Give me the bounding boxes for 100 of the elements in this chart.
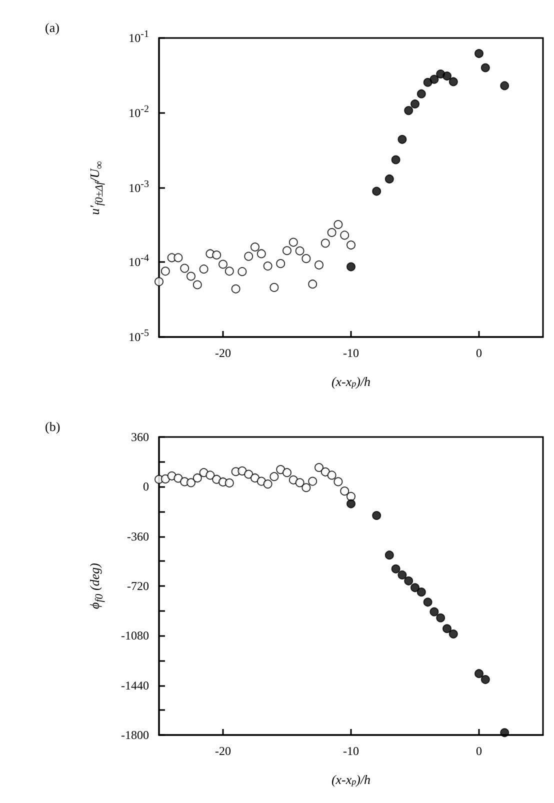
- point: [474, 49, 484, 58]
- point: [192, 473, 202, 482]
- point: [410, 99, 420, 108]
- x-tick-label: -20: [215, 744, 231, 758]
- point: [404, 576, 414, 586]
- point: [314, 462, 324, 472]
- point: [224, 478, 234, 488]
- point: [340, 230, 350, 240]
- point: [340, 486, 350, 496]
- x-tick-label: 0: [476, 346, 482, 360]
- x-tick-label: 0: [476, 744, 482, 758]
- point: [308, 476, 318, 486]
- y-tick-label: 360: [131, 430, 149, 444]
- point: [384, 550, 394, 560]
- point: [423, 598, 432, 607]
- y-tick-label: -1800: [121, 728, 149, 742]
- point: [206, 470, 215, 480]
- point: [154, 277, 164, 286]
- point: [250, 473, 260, 482]
- y-tick-label: -1080: [121, 628, 149, 643]
- x-tick-label: -10: [343, 744, 359, 758]
- point: [302, 254, 311, 264]
- point: [404, 106, 414, 116]
- point: [218, 260, 228, 269]
- point: [238, 267, 247, 276]
- point: [327, 228, 336, 237]
- point: [436, 613, 446, 622]
- point: [372, 511, 382, 520]
- text: (a): [45, 20, 60, 35]
- point: [346, 240, 356, 250]
- x-tick-label: -20: [215, 346, 231, 360]
- point: [442, 72, 452, 81]
- point: [372, 186, 382, 196]
- point: [244, 470, 254, 479]
- point: [276, 465, 286, 474]
- point: [474, 669, 484, 678]
- point: [295, 478, 304, 488]
- point: [186, 478, 196, 488]
- point: [448, 77, 458, 86]
- point: [282, 468, 292, 478]
- point: [231, 284, 240, 294]
- point: [416, 588, 426, 597]
- point: [276, 259, 286, 268]
- point: [346, 492, 356, 501]
- x-tick-label: -10: [343, 346, 359, 360]
- y-tick-label: 10$^{-1}$: [128, 29, 149, 47]
- point: [391, 155, 400, 164]
- text: (b): [45, 419, 60, 434]
- y-tick-label: 10$^{-5}$: [128, 328, 149, 346]
- y-tick-label: -720: [127, 579, 149, 593]
- point: [410, 583, 420, 592]
- point: [480, 63, 490, 72]
- point: [391, 564, 400, 574]
- point: [250, 242, 260, 252]
- point: [212, 250, 222, 260]
- point: [416, 89, 426, 98]
- point: [314, 260, 324, 270]
- y-tick-label: -360: [127, 529, 149, 544]
- point: [334, 477, 343, 486]
- point: [224, 266, 234, 276]
- point: [302, 483, 311, 492]
- point: [327, 470, 336, 480]
- y-tick-label: 0: [143, 480, 149, 494]
- point: [500, 728, 510, 738]
- x-axis-title: (x-xp)/h: [331, 772, 371, 787]
- y-tick-label: 10$^{-3}$: [128, 178, 149, 196]
- point: [398, 134, 407, 144]
- point: [160, 266, 170, 276]
- point: [480, 675, 490, 684]
- point: [244, 252, 254, 261]
- point: [398, 570, 407, 580]
- x-axis-title: (x-xp)/h: [331, 374, 371, 389]
- point: [430, 74, 439, 84]
- y-tick-label: 10$^{-4}$: [128, 253, 149, 272]
- point: [430, 607, 439, 616]
- point: [448, 630, 458, 639]
- point: [174, 474, 183, 483]
- point: [320, 238, 330, 248]
- point: [199, 264, 208, 274]
- y-tick-label: -1440: [121, 678, 149, 692]
- point: [308, 280, 318, 289]
- point: [238, 466, 247, 476]
- point: [270, 472, 279, 482]
- point: [288, 238, 298, 247]
- point: [180, 264, 190, 273]
- point: [423, 78, 432, 87]
- point: [270, 282, 279, 292]
- point: [263, 262, 272, 271]
- point: [256, 249, 266, 258]
- point: [320, 467, 330, 476]
- point: [186, 272, 196, 281]
- point: [174, 253, 183, 262]
- point: [192, 280, 202, 290]
- point: [442, 624, 452, 634]
- point: [295, 246, 304, 256]
- point: [160, 474, 170, 484]
- point: [263, 480, 272, 489]
- point: [384, 174, 394, 184]
- point: [346, 262, 356, 272]
- y-tick-label: 10$^{-2}$: [128, 104, 149, 122]
